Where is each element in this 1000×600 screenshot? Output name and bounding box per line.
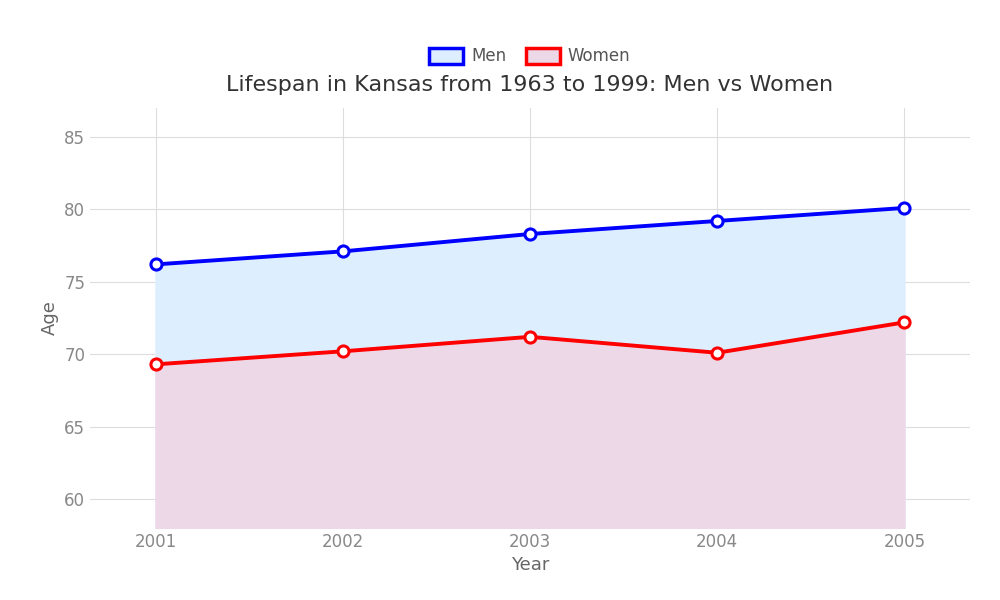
X-axis label: Year: Year — [511, 556, 549, 574]
Title: Lifespan in Kansas from 1963 to 1999: Men vs Women: Lifespan in Kansas from 1963 to 1999: Me… — [226, 76, 834, 95]
Legend: Men, Women: Men, Women — [423, 41, 637, 72]
Y-axis label: Age: Age — [41, 301, 59, 335]
